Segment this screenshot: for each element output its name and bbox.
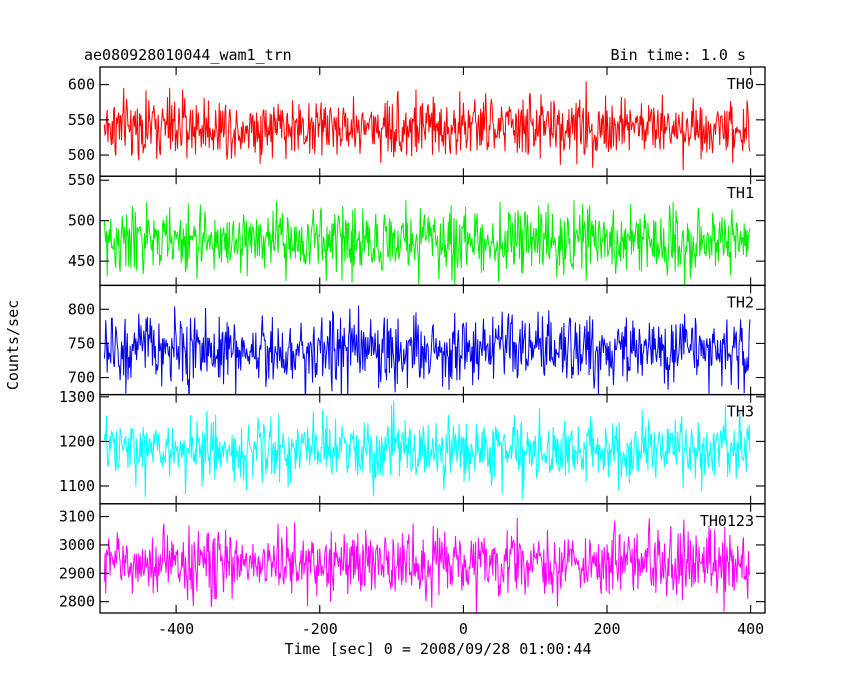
- series-line-th1: [103, 200, 751, 286]
- y-tick-label: 500: [68, 146, 95, 164]
- y-tick-label: 750: [68, 334, 95, 352]
- y-tick-label: 700: [68, 369, 95, 387]
- x-tick-label: 400: [737, 620, 764, 638]
- panel-th1: 450 500 550 TH1: [68, 171, 766, 287]
- y-tick-label: 500: [68, 212, 95, 230]
- panel-frame: [99, 503, 766, 614]
- y-tick-label: 1300: [59, 388, 95, 406]
- y-tick-label: 550: [68, 171, 95, 189]
- panel-th3: 1100 1200 1300 TH3: [59, 388, 766, 505]
- x-tick-label: -200: [302, 620, 338, 638]
- series-line-th0: [103, 81, 751, 171]
- y-tick-label: 1100: [59, 477, 95, 495]
- panel-label: TH0123: [700, 512, 754, 530]
- y-tick-label: 450: [68, 252, 95, 270]
- panel-label: TH3: [727, 403, 754, 421]
- x-tick-label: 0: [459, 620, 468, 638]
- y-tick-label: 2900: [59, 564, 95, 582]
- y-tick-label: 550: [68, 111, 95, 129]
- series-line-th3: [103, 400, 751, 500]
- y-tick-label: 2800: [59, 593, 95, 611]
- x-tick-label: -400: [158, 620, 194, 638]
- panel-th0: 500 550 600 TH0: [68, 66, 766, 177]
- x-tick-label: 200: [593, 620, 620, 638]
- y-tick-label: 600: [68, 76, 95, 94]
- series-line-th2: [103, 305, 751, 395]
- y-tick-label: 1200: [59, 432, 95, 450]
- panel-th0123: 2800 2900 3000 3100 TH0123: [59, 503, 766, 614]
- y-tick-label: 3100: [59, 508, 95, 526]
- y-axis-label: Counts/sec: [4, 300, 22, 390]
- series-line-th0123: [103, 517, 751, 613]
- y-tick-label: 3000: [59, 536, 95, 554]
- chart-title: ae080928010044_wam1_trn: [84, 46, 292, 64]
- x-axis-label: Time [sec] 0 = 2008/09/28 01:00:44: [284, 640, 591, 658]
- bin-time-label: Bin time: 1.0 s: [611, 46, 746, 64]
- panel-th2: 700 750 800 TH2: [68, 284, 766, 396]
- panels-group: 500 550 600 TH0 450 500 550 TH1 700 750 800 TH2 1100…: [59, 66, 766, 638]
- y-tick-label: 800: [68, 300, 95, 318]
- panel-label: TH0: [727, 75, 754, 93]
- panel-label: TH2: [727, 293, 754, 311]
- panel-label: TH1: [727, 184, 754, 202]
